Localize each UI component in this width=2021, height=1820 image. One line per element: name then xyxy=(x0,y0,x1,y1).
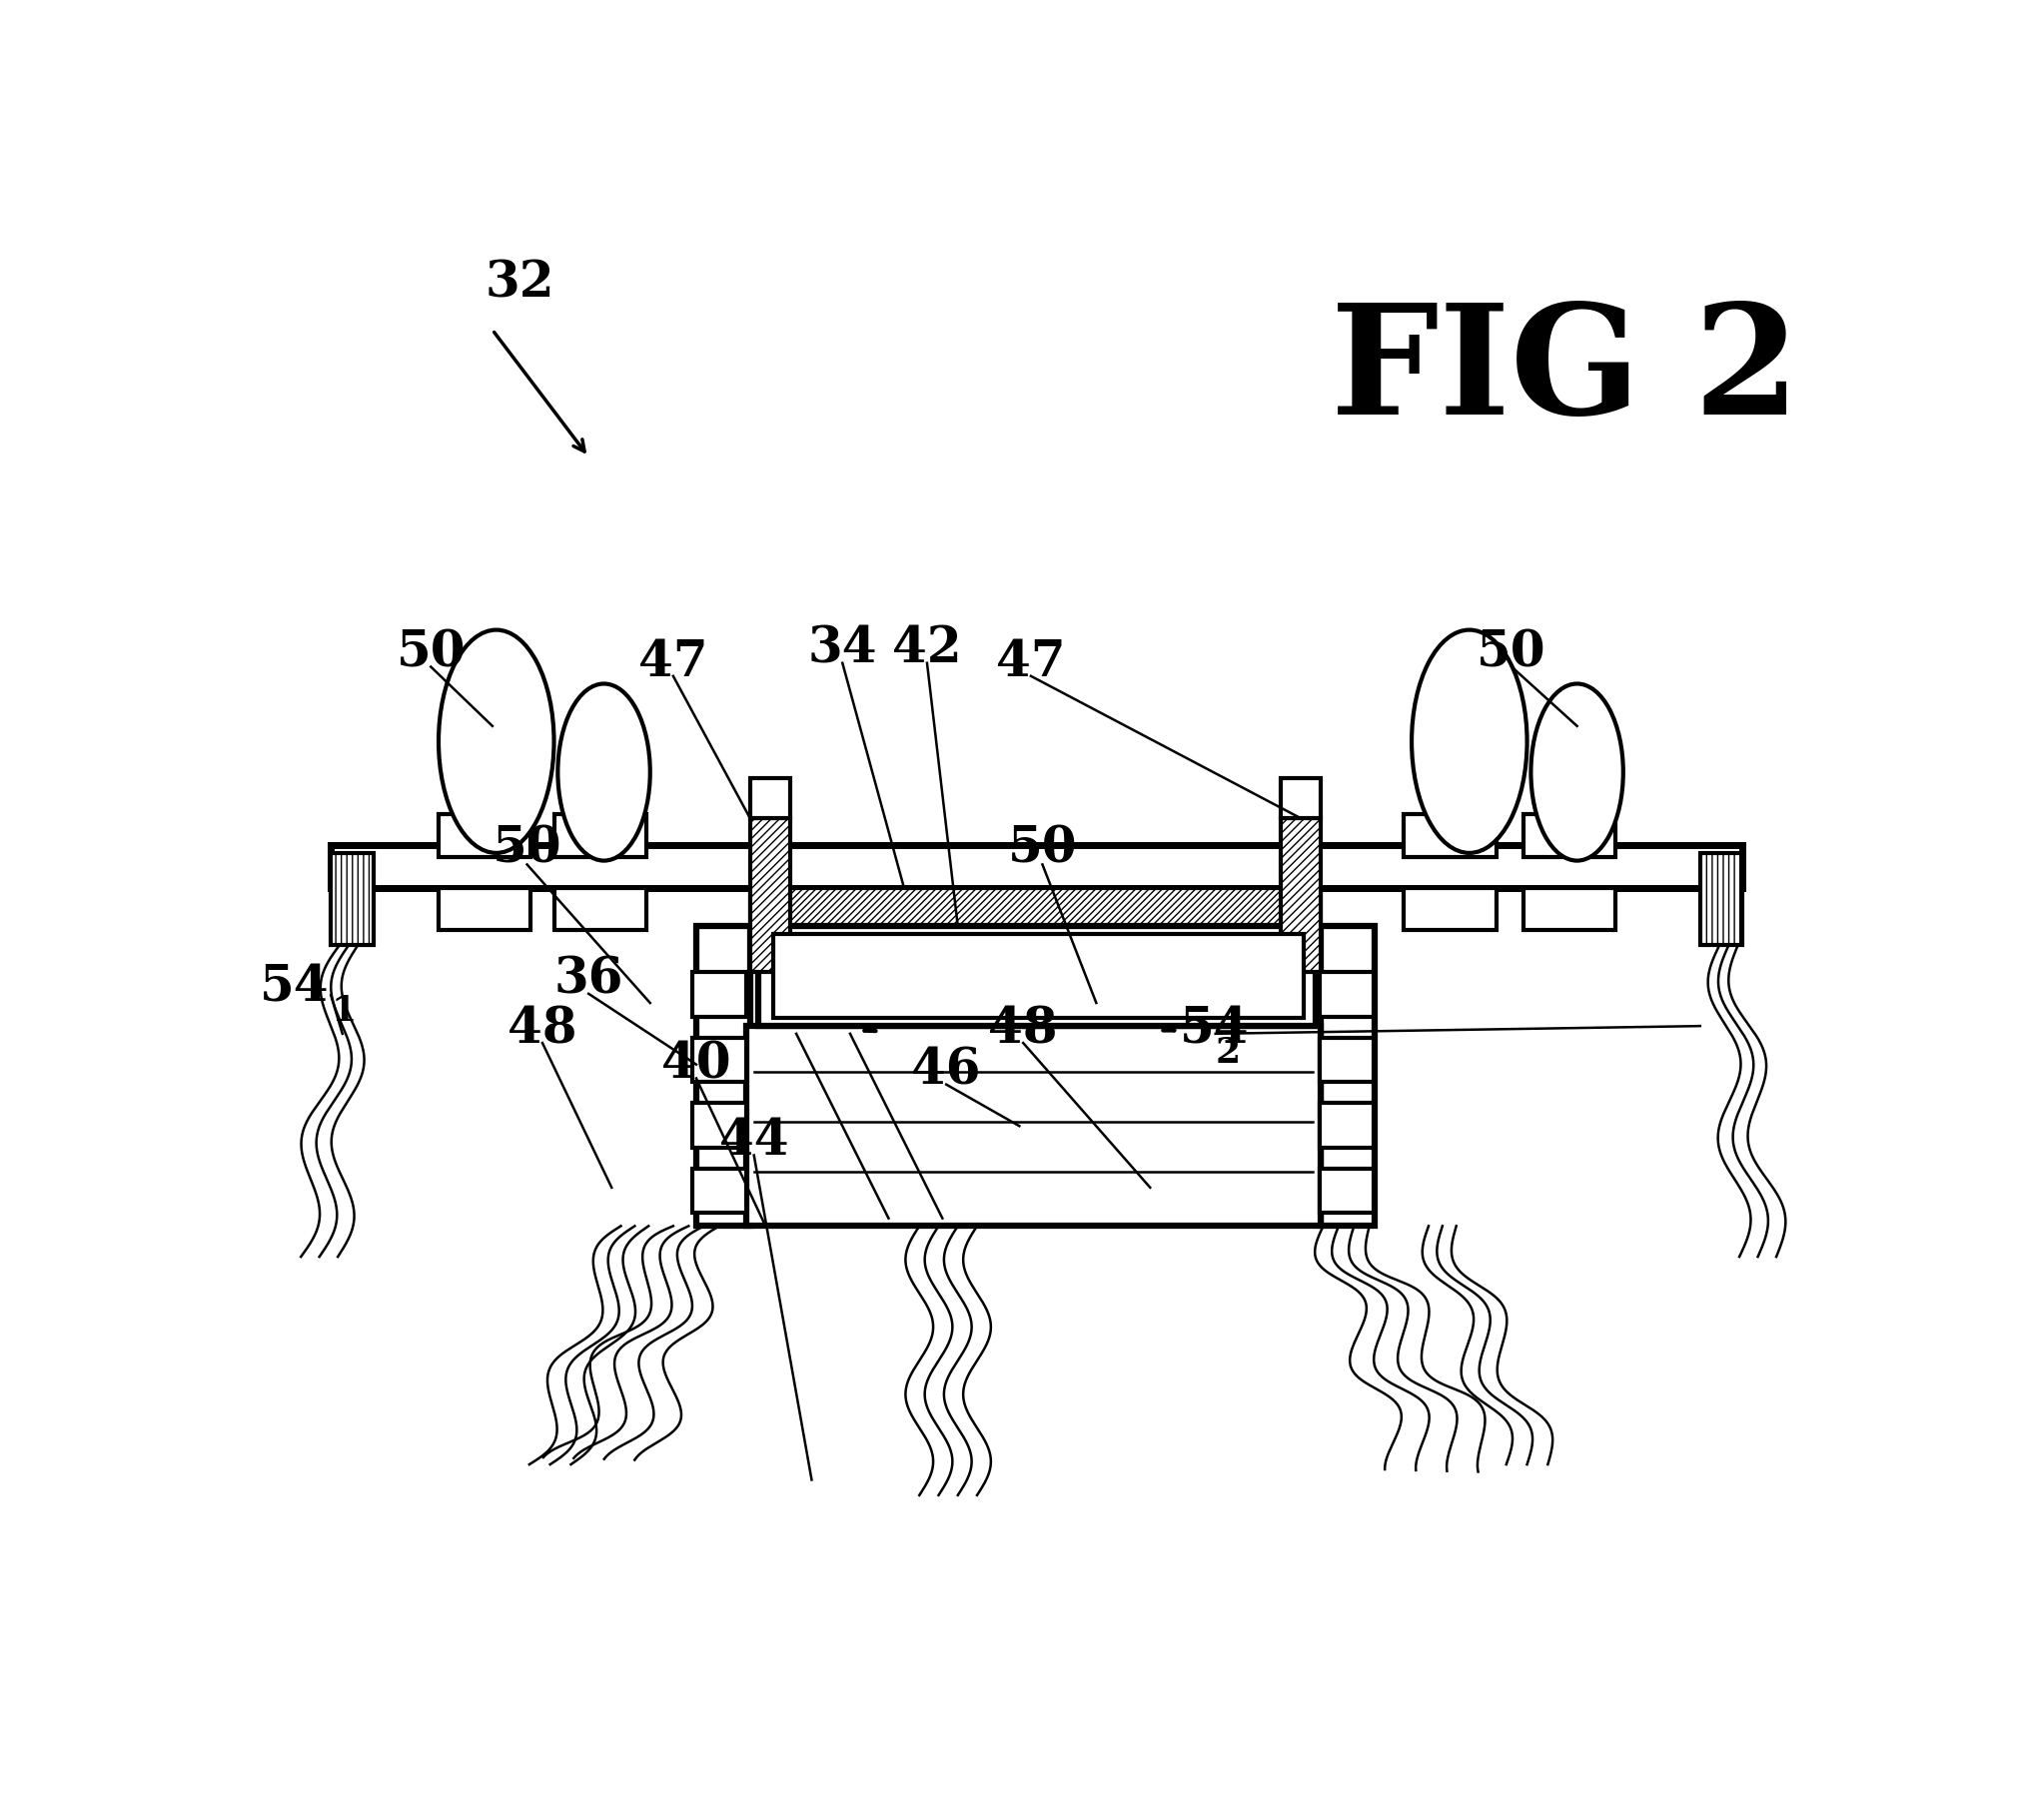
Text: 47: 47 xyxy=(639,639,707,688)
Ellipse shape xyxy=(558,684,651,861)
Text: 50: 50 xyxy=(396,628,465,677)
Bar xyxy=(1320,926,1374,1227)
Bar xyxy=(1320,1103,1372,1148)
Bar xyxy=(331,854,374,945)
Text: 44: 44 xyxy=(719,1117,788,1167)
Bar xyxy=(772,934,1304,1019)
Text: 50: 50 xyxy=(1006,824,1077,874)
Bar xyxy=(691,1168,746,1212)
Text: 47: 47 xyxy=(996,639,1065,688)
Bar xyxy=(746,1026,1320,1227)
Text: 36: 36 xyxy=(554,956,622,1005)
Text: 1: 1 xyxy=(331,994,356,1028)
Bar xyxy=(695,926,750,1227)
Bar xyxy=(750,779,790,819)
Text: 2: 2 xyxy=(1215,1036,1241,1070)
Bar xyxy=(1700,854,1742,945)
Bar xyxy=(1522,815,1615,857)
Bar xyxy=(758,926,1316,1026)
Ellipse shape xyxy=(1411,630,1526,854)
Bar xyxy=(691,1037,746,1083)
Bar xyxy=(691,972,746,1017)
Text: 34: 34 xyxy=(806,624,877,673)
Bar xyxy=(750,819,790,972)
Bar xyxy=(1320,1168,1372,1212)
Text: 40: 40 xyxy=(661,1039,732,1088)
Text: 48: 48 xyxy=(988,1005,1057,1054)
Bar xyxy=(1522,888,1615,930)
Ellipse shape xyxy=(439,630,554,854)
Text: 48: 48 xyxy=(507,1005,576,1054)
Bar xyxy=(1403,888,1496,930)
Bar xyxy=(1403,815,1496,857)
Ellipse shape xyxy=(1530,684,1623,861)
Bar xyxy=(331,844,1742,888)
Text: 54: 54 xyxy=(1178,1005,1249,1054)
Text: 54: 54 xyxy=(261,963,329,1012)
Bar xyxy=(750,888,1320,926)
Bar xyxy=(554,815,647,857)
Bar xyxy=(691,1103,746,1148)
Text: 42: 42 xyxy=(891,624,962,673)
Text: FIG 2: FIG 2 xyxy=(1330,298,1799,446)
Text: 32: 32 xyxy=(485,258,554,308)
Bar xyxy=(554,888,647,930)
Bar xyxy=(439,888,532,930)
Bar xyxy=(1279,779,1320,819)
Bar xyxy=(1320,972,1372,1017)
Bar xyxy=(439,815,532,857)
Bar xyxy=(1279,819,1320,972)
Text: 50: 50 xyxy=(1475,628,1546,677)
Bar xyxy=(1320,1037,1372,1083)
Text: 46: 46 xyxy=(911,1046,980,1096)
Text: 50: 50 xyxy=(491,824,562,874)
